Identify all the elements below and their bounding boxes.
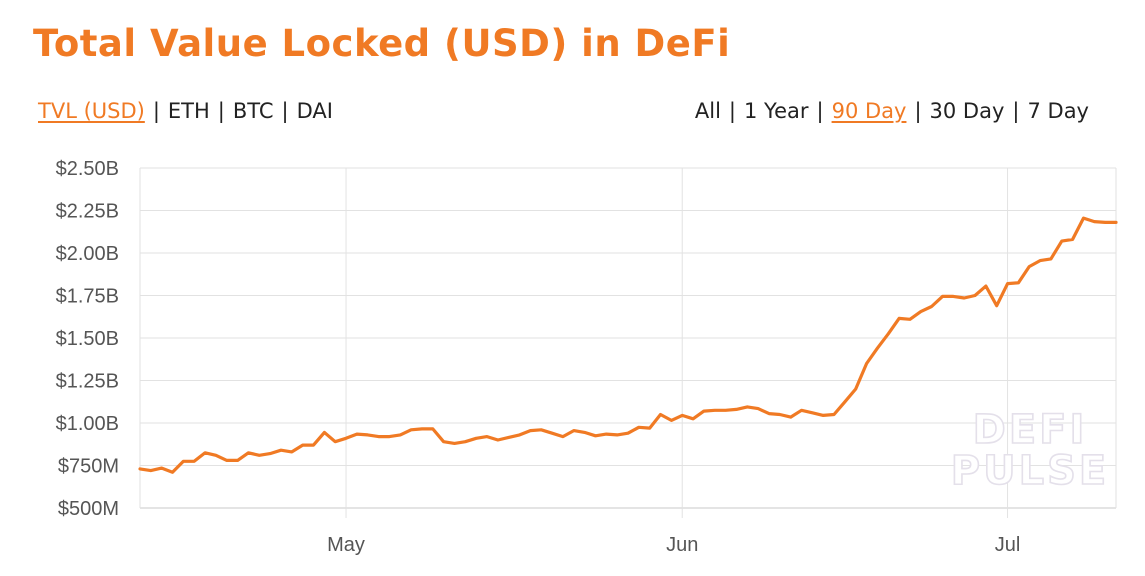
y-tick-label: $2.00B [56,243,119,265]
separator: | [152,99,160,123]
separator: | [816,99,824,123]
y-axis-labels: $500M $750M $1.00B $1.25B $1.50B $1.75B $2.00B… [56,158,119,520]
range-selector: All | 1 Year | 90 Day | 30 Day | 7 Day [695,99,1089,123]
x-axis-labels: May Jun Jul [327,534,1020,556]
y-tick-label: $750M [58,456,119,478]
watermark-line-1: DEFI [973,407,1088,453]
y-tick-label: $500M [58,498,119,520]
tab-eth[interactable]: ETH [167,99,210,123]
x-tick-label: May [327,534,365,556]
series-line-tvl [138,216,1118,474]
watermark-line-2: PULSE [951,448,1109,494]
y-tick-label: $1.00B [56,413,119,435]
range-7-day[interactable]: 7 Day [1027,99,1089,123]
separator: | [281,99,289,123]
tab-dai[interactable]: DAI [296,99,333,123]
separator: | [728,99,736,123]
vertical-gridlines [139,168,1117,518]
x-tick-label: Jul [995,534,1021,556]
range-90-day[interactable]: 90 Day [831,99,907,123]
y-tick-label: $1.25B [56,371,119,393]
separator: | [914,99,922,123]
range-30-day[interactable]: 30 Day [929,99,1005,123]
x-tick-label: Jun [666,534,698,556]
page-title: Total Value Locked (USD) in DeFi [33,22,731,65]
defi-pulse-watermark: DEFI PULSE [950,406,1109,495]
y-tick-label: $2.50B [56,158,119,180]
y-tick-label: $1.50B [56,328,119,350]
separator: | [1012,99,1020,123]
metric-selector: TVL (USD) | ETH | BTC | DAI [38,99,333,123]
tab-btc[interactable]: BTC [232,99,274,123]
separator: | [217,99,225,123]
y-tick-label: $1.75B [56,286,119,308]
range-all[interactable]: All [694,99,721,123]
y-tick-label: $2.25B [56,201,119,223]
horizontal-gridlines [140,167,1116,509]
tab-tvl-usd[interactable]: TVL (USD) [38,99,145,123]
range-1-year[interactable]: 1 Year [744,99,809,123]
